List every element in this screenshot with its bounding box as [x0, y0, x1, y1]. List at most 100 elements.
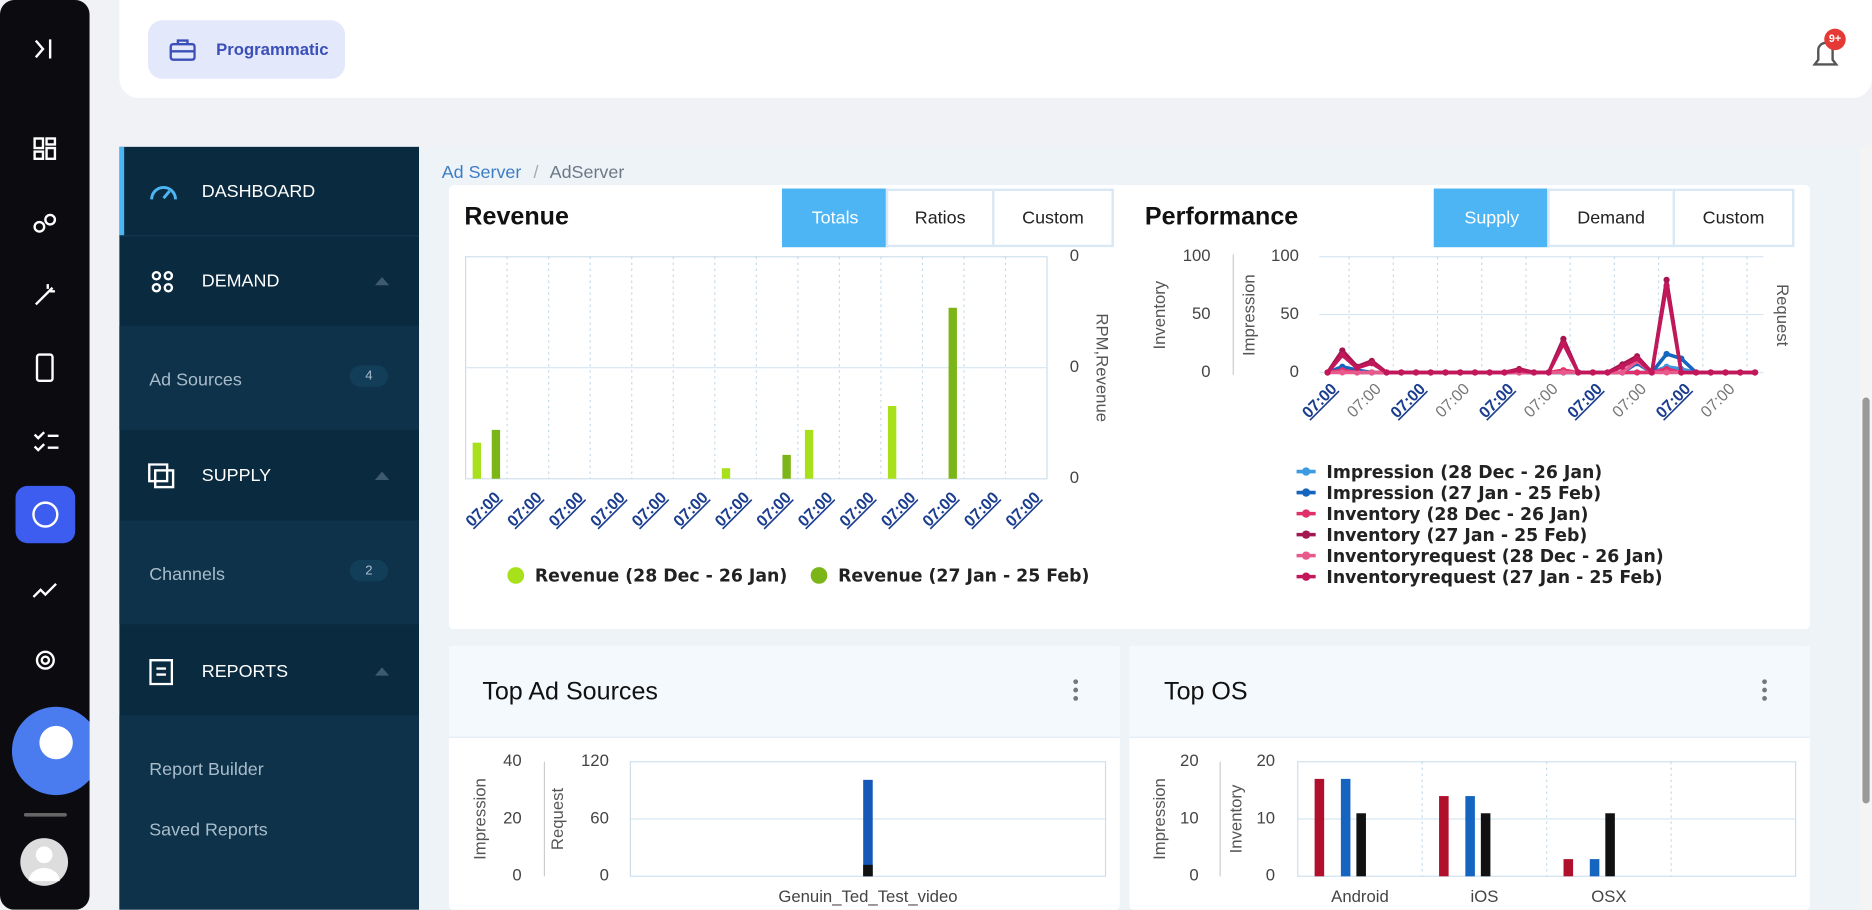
tab-custom[interactable]: Custom [992, 188, 1114, 248]
legend-label: Impression (28 Dec - 26 Jan) [1326, 463, 1602, 483]
axis-label: Impression [1150, 778, 1169, 860]
nav-supply[interactable]: SUPPLY [119, 431, 419, 519]
point [1353, 369, 1361, 376]
bar [863, 779, 873, 877]
point [1560, 335, 1567, 343]
point [1339, 347, 1346, 354]
point [1545, 369, 1552, 376]
x-tick-label: iOS [1471, 887, 1499, 906]
point [1324, 369, 1331, 376]
x-tick-label: 07:00 [878, 489, 920, 531]
x-tick-label: 07:00 [1564, 380, 1606, 422]
point [1486, 369, 1493, 376]
y-tick-label: 120 [581, 751, 609, 770]
axis-label: RPM,Revenue [1092, 313, 1111, 422]
point [1633, 355, 1641, 362]
y-tick-label: 0 [1189, 866, 1198, 885]
legend-label: Revenue (27 Jan - 25 Feb) [838, 567, 1089, 587]
scrollbar[interactable] [1860, 146, 1872, 910]
top-bar [119, 0, 1872, 98]
nav-saved-reports[interactable]: Saved Reports [149, 820, 268, 841]
point [1501, 369, 1508, 376]
point [1516, 367, 1523, 374]
x-tick-label: 07:00 [961, 489, 1003, 531]
point [1663, 276, 1670, 283]
legend-label: Inventoryrequest (27 Jan - 25 Feb) [1326, 568, 1662, 588]
point [1648, 369, 1655, 376]
tab-ratios[interactable]: Ratios [885, 188, 995, 248]
point [1427, 369, 1434, 376]
y-tick-label: 0 [1201, 362, 1210, 381]
bar [1480, 813, 1491, 877]
tasks-icon[interactable] [33, 431, 59, 452]
legend-swatch-dot [1301, 467, 1311, 476]
legend-label: Inventory (27 Jan - 25 Feb) [1326, 526, 1587, 546]
tab-supply[interactable]: Supply [1433, 188, 1550, 248]
count-badge: 4 [349, 365, 389, 387]
nav-dashboard[interactable]: DASHBOARD [119, 146, 420, 237]
axis-label: Request [1773, 284, 1792, 347]
tab-demand[interactable]: Demand [1547, 188, 1676, 248]
workspace-selector[interactable]: Programmatic [148, 20, 346, 79]
nav-reports[interactable]: REPORTS [119, 626, 419, 714]
y-tick-label: 0 [1070, 468, 1079, 487]
axis-label: Impression [471, 778, 490, 860]
series-line [1326, 352, 1756, 375]
x-tick-label: 07:00 [1476, 380, 1518, 422]
bar [472, 442, 482, 479]
point [1663, 282, 1670, 289]
nav-reports-sub: Report Builder Saved Reports [119, 715, 420, 910]
workspace-name: Programmatic [216, 39, 329, 59]
collapse-icon[interactable] [34, 39, 52, 59]
point [1398, 369, 1405, 376]
sidebar: DASHBOARD DEMAND Ad Sources 4 SUPPLY Cha… [119, 146, 420, 910]
legend-swatch-dot [1301, 572, 1311, 581]
bar [491, 429, 501, 479]
x-tick-label: 07:00 [1002, 489, 1044, 531]
tab-custom[interactable]: Custom [1672, 188, 1795, 248]
bar [1589, 859, 1600, 877]
legend-swatch-dot [1301, 509, 1311, 518]
y-tick-label: 60 [590, 808, 609, 827]
nav-ad-sources[interactable]: Ad Sources 4 [119, 325, 420, 430]
point [1751, 369, 1759, 376]
breadcrumb-link[interactable]: Ad Server [441, 162, 522, 183]
card-menu[interactable] [1069, 678, 1083, 704]
settings-icon[interactable] [35, 650, 55, 670]
nav-channels[interactable]: Channels 2 [119, 520, 420, 625]
revenue-nav-active[interactable] [15, 485, 76, 544]
demand-icon[interactable] [33, 220, 46, 233]
point [1368, 360, 1375, 367]
nav-report-builder[interactable]: Report Builder [149, 759, 264, 780]
y-tick-label: 100 [1271, 246, 1299, 265]
x-tick-label: 07:00 [1652, 380, 1694, 422]
y-tick-label: 0 [1070, 246, 1079, 265]
card-menu[interactable] [1757, 678, 1771, 704]
breadcrumb-current: AdServer [549, 162, 625, 183]
bar [1356, 813, 1366, 877]
analytics-icon[interactable] [32, 582, 57, 598]
point [1575, 369, 1582, 376]
magic-icon[interactable] [34, 284, 55, 306]
point [1442, 369, 1449, 376]
notifications[interactable]: 9+ [1803, 26, 1851, 74]
y-tick-label: 10 [1180, 808, 1199, 827]
x-tick-label: 07:00 [1520, 380, 1561, 421]
x-tick-label: Android [1331, 887, 1389, 906]
nav-label: REPORTS [201, 661, 289, 682]
x-tick-label: Genuin_Ted_Test_video [778, 887, 957, 906]
point [1412, 369, 1420, 376]
supply-icon[interactable] [35, 353, 54, 383]
card-title: Top Ad Sources [482, 678, 658, 706]
legend-label: Impression (27 Jan - 25 Feb) [1326, 484, 1601, 504]
top-ad-sources-card [448, 645, 1120, 910]
point [1707, 369, 1714, 376]
dashboard-icon[interactable] [33, 137, 45, 150]
x-tick-label: 07:00 [462, 489, 504, 531]
bar [1465, 796, 1475, 877]
chart-title: Performance [1144, 202, 1299, 231]
chart-title: Revenue [464, 202, 569, 231]
nav-demand[interactable]: DEMAND [119, 236, 419, 324]
